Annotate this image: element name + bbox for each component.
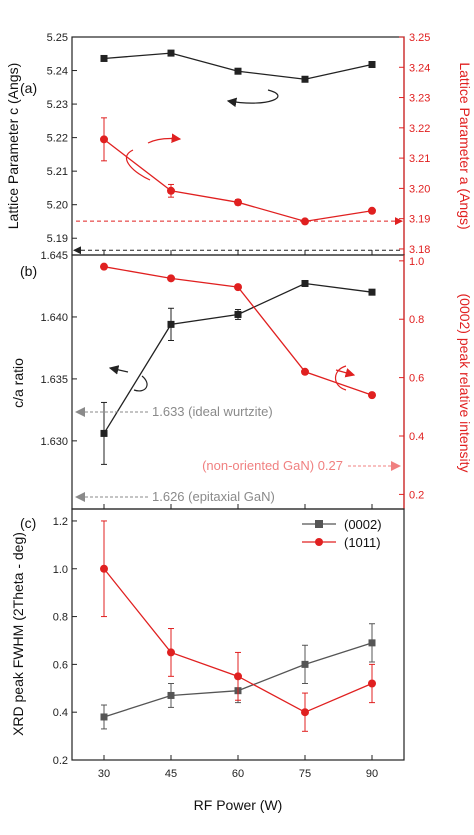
data-point-circle [234, 672, 242, 681]
data-point-square [167, 49, 175, 57]
data-point-circle [100, 135, 108, 144]
panel-a-red-axis-pointer [125, 138, 180, 181]
data-point-square [167, 320, 175, 328]
data-point-square [301, 279, 309, 287]
data-point-square [100, 713, 108, 721]
y-tick-label: 5.22 [47, 133, 68, 145]
data-point-circle [100, 262, 108, 271]
panel-c-label: (c) [20, 515, 36, 531]
data-point-circle [301, 708, 309, 717]
panel-b-label: (b) [20, 263, 37, 279]
panel-a-reference-lines [73, 217, 403, 255]
y-tick-label: 5.23 [47, 99, 68, 111]
panel-c-ylabel: XRD peak FWHM (2Theta - deg) [10, 532, 26, 736]
y-tick-label: 1.645 [40, 250, 68, 262]
data-point-circle [368, 206, 376, 215]
data-point-square [301, 75, 309, 83]
data-point-circle [167, 274, 175, 283]
y2-tick-label: 0.8 [409, 314, 424, 326]
panel-b-black-axis-pointer [110, 368, 148, 392]
data-point-square [100, 54, 108, 62]
y-tick-label: 5.24 [47, 66, 68, 78]
y2-tick-label: 0.6 [409, 373, 424, 385]
legend-marker-0002 [315, 520, 323, 528]
data-point-circle [234, 283, 242, 292]
y2-tick-label: 3.25 [409, 32, 430, 44]
annotation-non-oriented: (non-oriented GaN) 0.27 [202, 458, 343, 473]
panel-b-ticks: 1.630 1.635 1.640 1.645 0.2 0.4 0.6 0.8 1.0 [40, 250, 424, 509]
y-tick-label: 0.2 [53, 755, 68, 767]
x-tick-label: 90 [366, 768, 378, 780]
legend-label-1011: (1011) [344, 535, 381, 550]
x-tick-label: 60 [232, 768, 244, 780]
data-point-square [368, 288, 376, 296]
data-point-circle [368, 391, 376, 400]
panel-c-series [100, 520, 376, 732]
data-point-circle [234, 198, 242, 207]
y-tick-label: 0.8 [53, 612, 68, 624]
panel-b-ylabel: c/a ratio [10, 358, 26, 408]
x-tick-label: 45 [165, 768, 177, 780]
y-tick-label: 5.25 [47, 32, 68, 44]
panel-b-series [100, 262, 376, 465]
data-point-square [234, 67, 242, 75]
data-point-circle [167, 648, 175, 657]
panel-c: (c) XRD peak FWHM (2Theta - deg) RF Powe… [10, 508, 405, 813]
data-point-circle [368, 679, 376, 688]
data-point-square [301, 660, 309, 668]
y2-tick-label: 3.21 [409, 153, 430, 165]
y-tick-label: 1.0 [53, 564, 68, 576]
y-tick-label: 1.635 [40, 374, 68, 386]
y2-tick-label: 3.18 [409, 244, 430, 256]
y-tick-label: 1.2 [53, 516, 68, 528]
y-tick-label: 5.19 [47, 233, 68, 245]
data-point-circle [301, 217, 309, 226]
y-tick-label: 1.630 [40, 436, 68, 448]
series-line-1 [103, 138, 373, 223]
panel-b-red-axis-pointer [334, 366, 355, 391]
y2-tick-label: 3.19 [409, 214, 430, 226]
y-tick-label: 0.4 [53, 707, 68, 719]
y2-tick-label: 3.24 [409, 62, 430, 74]
y2-tick-label: 0.2 [409, 489, 424, 501]
panel-b-y2label: (0002) peak relative intensity [457, 294, 473, 473]
x-tick-label: 30 [98, 768, 110, 780]
annotation-epitaxial: 1.626 (epitaxial GaN) [152, 489, 275, 504]
y-tick-label: 5.20 [47, 200, 68, 212]
data-point-circle [301, 367, 309, 376]
y-tick-label: 0.6 [53, 659, 68, 671]
y2-tick-label: 3.23 [409, 93, 430, 105]
panel-a: (a) Lattice Parameter c (Angs) Lattice P… [5, 32, 473, 256]
y-tick-label: 1.640 [40, 312, 68, 324]
panel-a-black-axis-pointer [226, 89, 279, 108]
panel-c-legend: (0002) (1011) [302, 517, 382, 550]
x-axis-label: RF Power (W) [194, 797, 283, 813]
y2-tick-label: 0.4 [409, 431, 424, 443]
panel-a-y2label: Lattice Parameter a (Angs) [457, 62, 473, 229]
y2-tick-label: 3.22 [409, 123, 430, 135]
panel-b: (b) c/a ratio (0002) peak relative inten… [10, 250, 473, 510]
data-point-circle [167, 186, 175, 195]
panel-a-ylabel: Lattice Parameter c (Angs) [5, 63, 21, 230]
x-tick-label: 75 [299, 768, 311, 780]
data-point-square [167, 691, 175, 699]
panel-a-series [100, 49, 376, 226]
legend-label-0002: (0002) [344, 517, 382, 532]
panel-a-label: (a) [20, 80, 37, 96]
y2-tick-label: 1.0 [409, 256, 424, 268]
data-point-circle [100, 564, 108, 573]
data-point-square [234, 310, 242, 318]
y-tick-label: 5.21 [47, 166, 68, 178]
legend-marker-1011 [315, 538, 323, 546]
data-point-square [368, 639, 376, 647]
annotation-ideal-wurtzite: 1.633 (ideal wurtzite) [152, 404, 273, 419]
panel-c-ticks: 0.2 0.4 0.6 0.8 1.0 1.2 30 45 60 75 90 [53, 516, 378, 780]
data-point-square [100, 429, 108, 437]
panel-a-ticks: 5.19 5.20 5.21 5.22 5.23 5.24 5.25 3.18 3.19 3.20… [47, 32, 431, 256]
y2-tick-label: 3.20 [409, 183, 430, 195]
series-line-0 [103, 52, 373, 80]
data-point-square [368, 61, 376, 69]
